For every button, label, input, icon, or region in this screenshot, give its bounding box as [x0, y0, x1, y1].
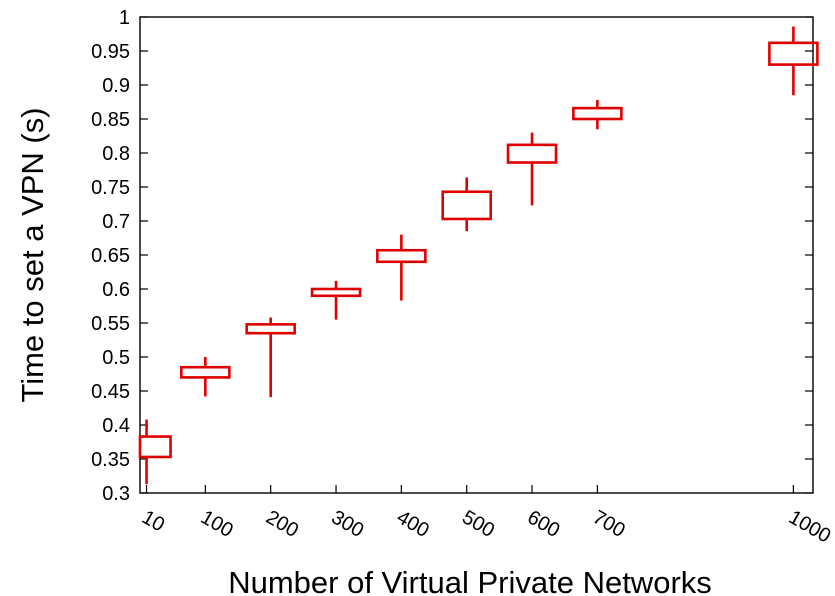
y-tick-label: 0.65 [91, 245, 130, 267]
x-tick-label: 600 [524, 506, 564, 542]
y-tick-label: 0.95 [91, 41, 130, 63]
y-tick-label: 0.7 [102, 211, 130, 233]
x-tick-label: 10 [138, 506, 168, 536]
x-tick-label: 100 [197, 506, 237, 542]
box-body [572, 106, 623, 121]
x-tick-label: 1000 [785, 506, 835, 547]
y-tick-label: 0.8 [102, 143, 130, 165]
box-100 [180, 357, 231, 397]
x-tick-label: 200 [262, 506, 302, 542]
y-tick-label: 0.55 [91, 313, 130, 335]
box-600 [506, 132, 558, 206]
box-200 [245, 317, 296, 398]
x-tick-label: 700 [589, 506, 629, 542]
box-body [180, 365, 231, 379]
box-body [376, 248, 427, 264]
box-500 [441, 177, 492, 232]
box-300 [310, 280, 362, 320]
y-tick-label: 0.35 [91, 449, 130, 471]
box-body [138, 435, 172, 459]
box-400 [376, 234, 427, 301]
box-700 [572, 99, 623, 130]
plot-frame [139, 16, 814, 494]
y-tick-label: 0.3 [102, 483, 130, 505]
y-tick-label: 0.9 [102, 75, 130, 97]
y-tick-label: 0.45 [91, 381, 130, 403]
y-tick-label: 0.85 [91, 109, 130, 131]
box-series [138, 26, 819, 485]
y-tick-label: 0.5 [102, 347, 130, 369]
y-axis-label: Time to set a VPN (s) [15, 107, 50, 402]
x-tick-label: 500 [458, 506, 498, 542]
y-axis: 0.3 0.35 0.4 0.45 0.5 0.55 0.6 0.65 0.7 0.75 0.8 0.… [91, 7, 813, 505]
box-1000 [768, 26, 819, 96]
box-body [245, 323, 296, 335]
box-10 [138, 419, 172, 485]
y-tick-label: 0.4 [102, 415, 130, 437]
box-body [506, 143, 558, 164]
box-body [768, 41, 819, 66]
box-body [441, 190, 492, 221]
x-tick-label: 400 [393, 506, 433, 542]
y-tick-label: 0.6 [102, 279, 130, 301]
x-axis: 10 100 200 300 400 500 600 700 1000 [138, 485, 834, 548]
x-tick-label: 300 [328, 506, 368, 542]
y-tick-label: 0.75 [91, 177, 130, 199]
x-axis-label: Number of Virtual Private Networks [228, 565, 712, 596]
y-tick-label: 1 [119, 7, 130, 29]
box-body [310, 287, 362, 298]
